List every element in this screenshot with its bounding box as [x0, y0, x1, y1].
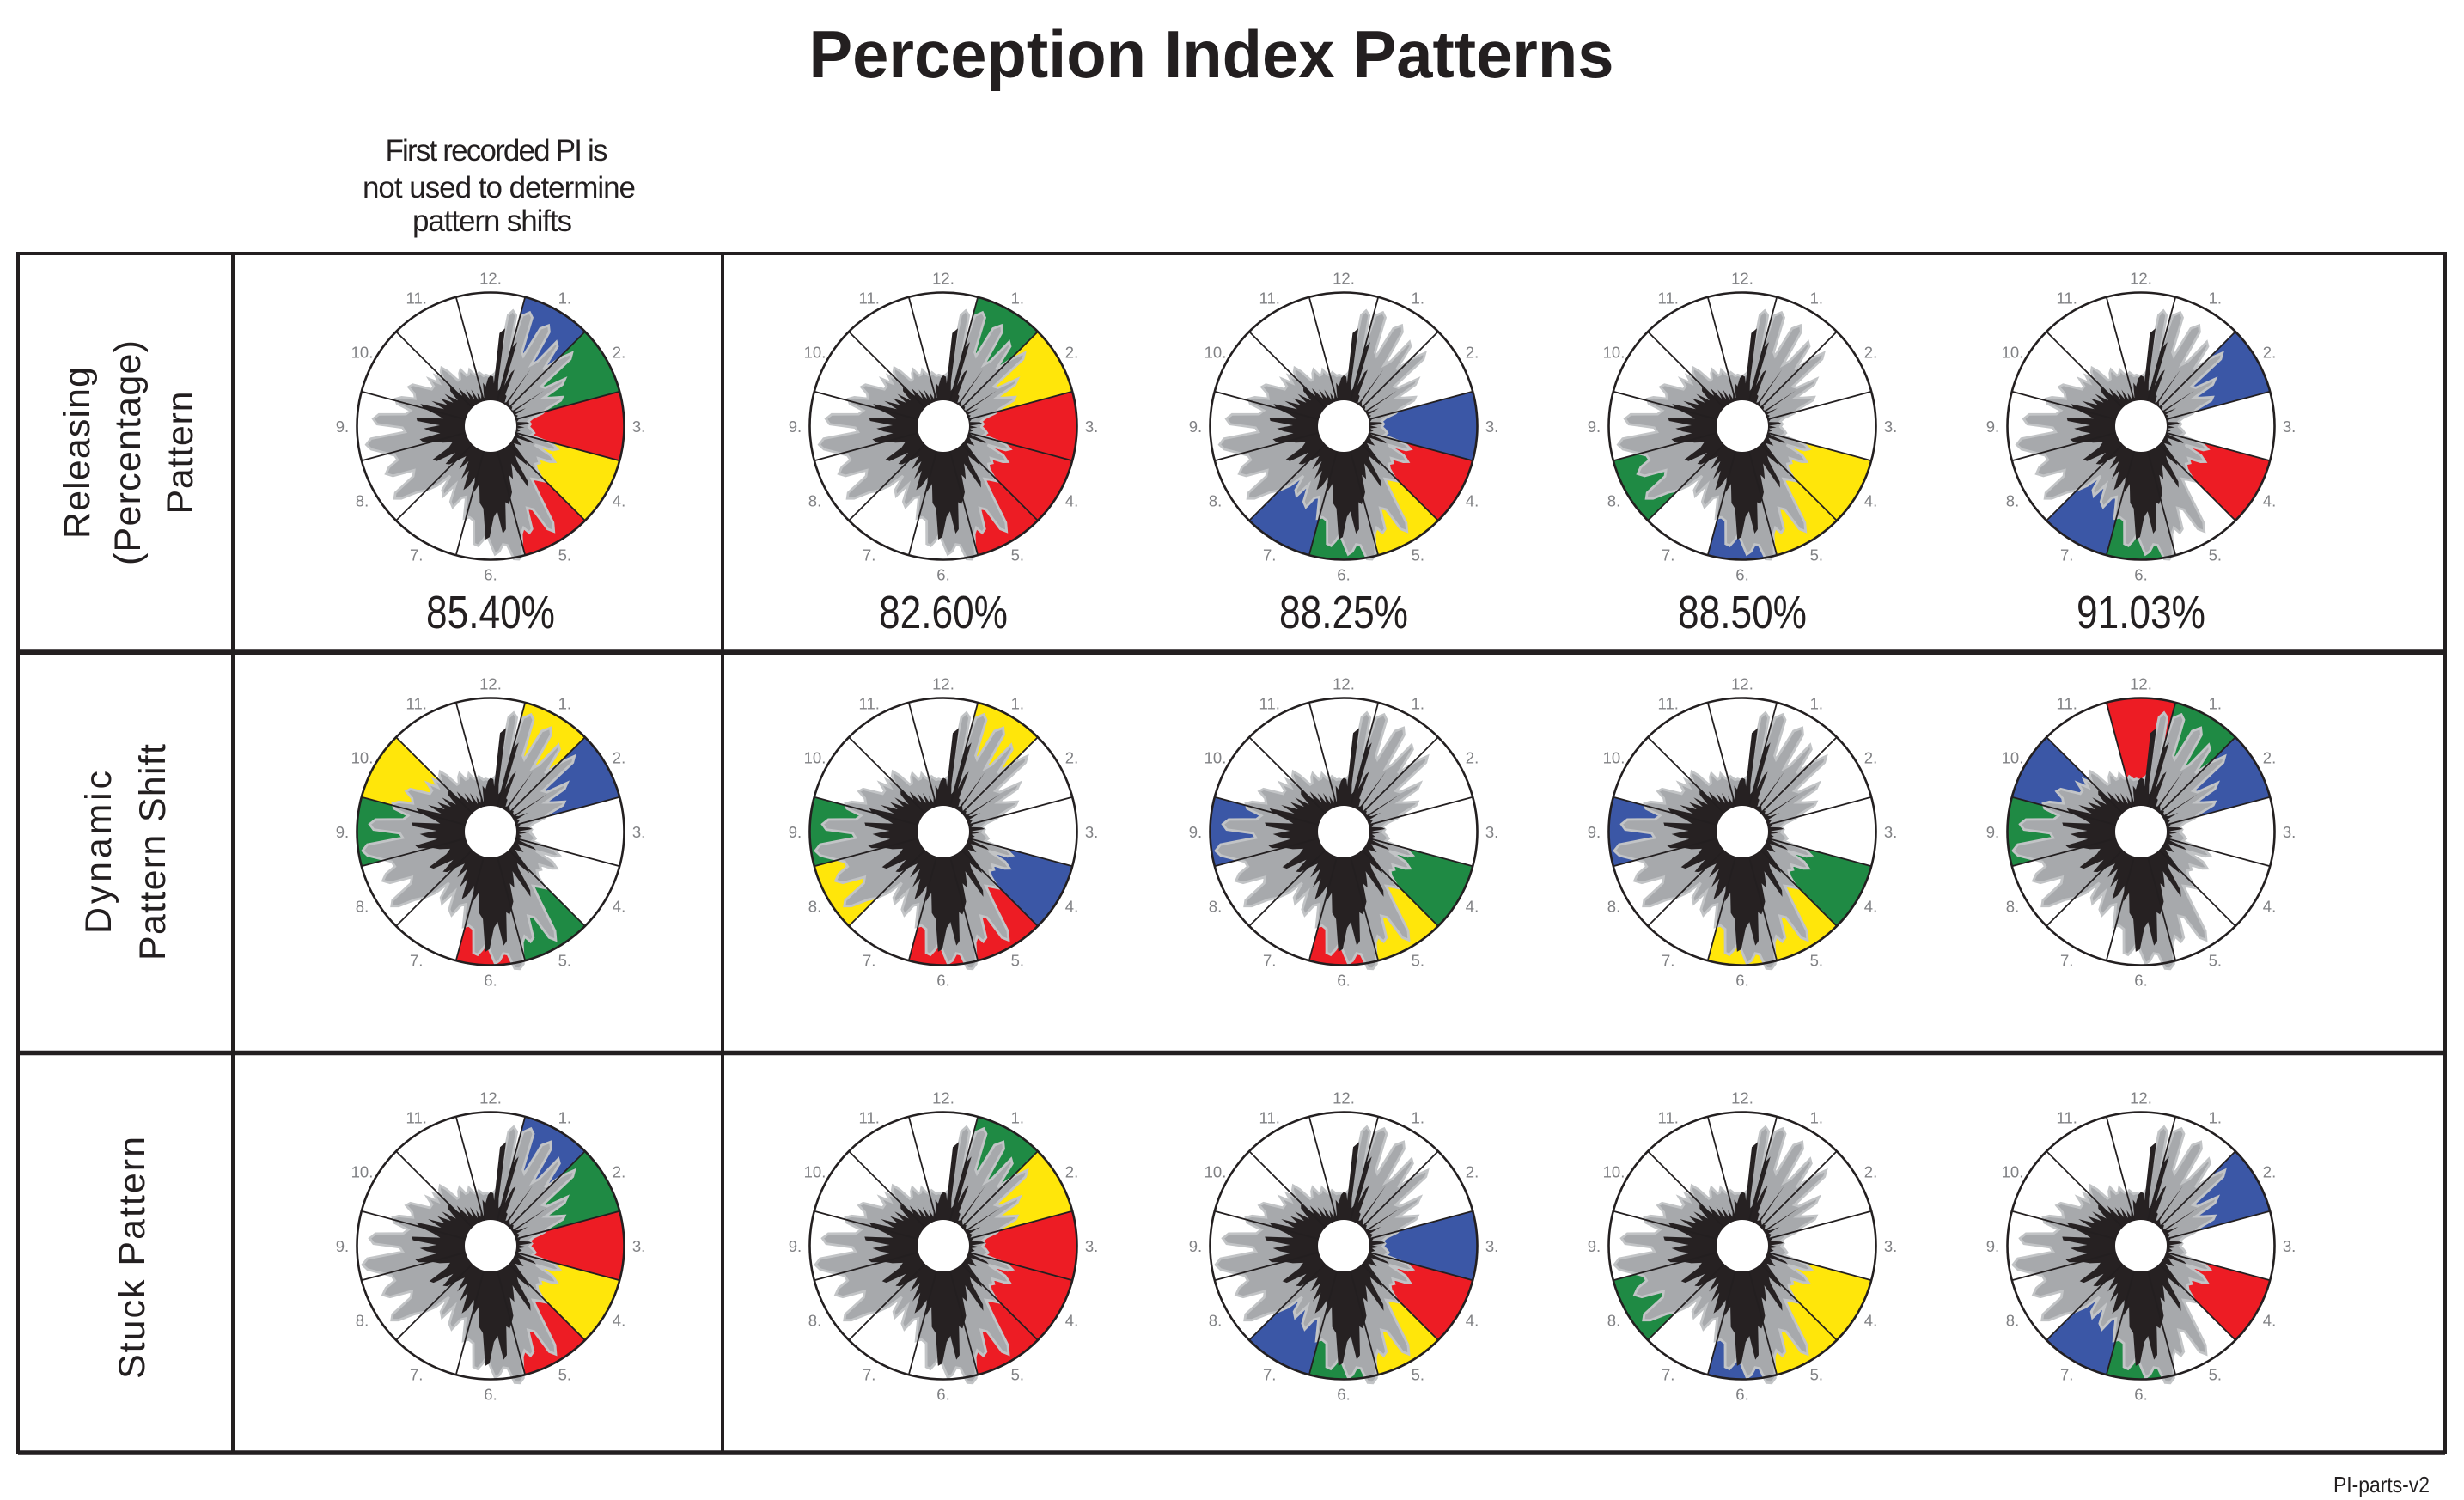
svg-text:Releasing: Releasing	[57, 367, 98, 539]
svg-text:82.60%: 82.60%	[879, 587, 1008, 638]
svg-text:Pattern Shift: Pattern Shift	[132, 744, 174, 960]
svg-text:(Percentage): (Percentage)	[107, 340, 149, 565]
svg-text:First recorded PI is: First recorded PI is	[386, 134, 608, 168]
svg-text:Dynamic: Dynamic	[78, 771, 119, 934]
svg-text:PI-parts-v2: PI-parts-v2	[2333, 1472, 2430, 1497]
svg-text:not used to determine: not used to determine	[363, 171, 636, 204]
svg-text:Perception Index Patterns: Perception Index Patterns	[809, 16, 1614, 92]
svg-text:Pattern: Pattern	[160, 392, 201, 515]
svg-text:85.40%: 85.40%	[426, 587, 555, 638]
svg-text:91.03%: 91.03%	[2077, 587, 2205, 638]
svg-text:Stuck Pattern: Stuck Pattern	[112, 1137, 153, 1379]
svg-text:88.25%: 88.25%	[1279, 587, 1408, 638]
svg-text:pattern shifts: pattern shifts	[412, 204, 572, 238]
svg-text:88.50%: 88.50%	[1678, 587, 1807, 638]
